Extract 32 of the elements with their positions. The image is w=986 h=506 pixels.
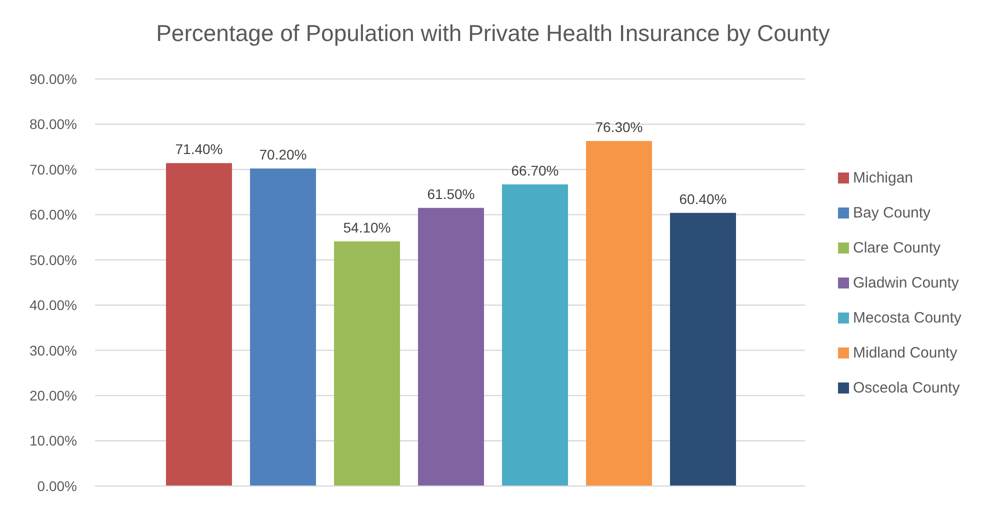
y-tick-label: 90.00% <box>30 70 77 87</box>
y-tick-label: 30.00% <box>30 342 77 358</box>
data-label: 71.40% <box>175 141 223 158</box>
legend-label: Michigan <box>853 169 914 186</box>
data-label: 66.70% <box>511 162 559 178</box>
chart-title: Percentage of Population with Private Health Insurance by County <box>156 20 830 46</box>
bar <box>502 184 568 486</box>
y-tick-label: 10.00% <box>30 432 77 449</box>
y-tick-label: 80.00% <box>30 116 77 132</box>
y-tick-label: 70.00% <box>30 161 77 178</box>
legend-label: Clare County <box>853 239 941 256</box>
y-tick-label: 50.00% <box>30 252 77 268</box>
bar <box>334 241 400 486</box>
legend-label: Osceola County <box>853 379 960 396</box>
legend-label: Gladwin County <box>853 274 959 291</box>
y-tick-label: 40.00% <box>30 297 77 314</box>
bar <box>418 208 484 486</box>
y-tick-label: 20.00% <box>30 388 77 404</box>
bar <box>166 163 232 486</box>
data-label: 61.50% <box>427 186 475 202</box>
legend-label: Midland County <box>853 344 958 361</box>
y-tick-label: 0.00% <box>37 478 77 494</box>
data-label: 76.30% <box>595 118 643 135</box>
y-tick-label: 60.00% <box>30 206 77 223</box>
bar <box>250 168 316 486</box>
bar <box>586 140 652 486</box>
bar <box>670 212 736 486</box>
data-label: 60.40% <box>679 190 727 207</box>
data-label: 70.20% <box>259 146 307 163</box>
legend-label: Mecosta County <box>853 309 962 326</box>
legend-label: Bay County <box>853 204 931 221</box>
data-label: 54.10% <box>343 219 391 236</box>
